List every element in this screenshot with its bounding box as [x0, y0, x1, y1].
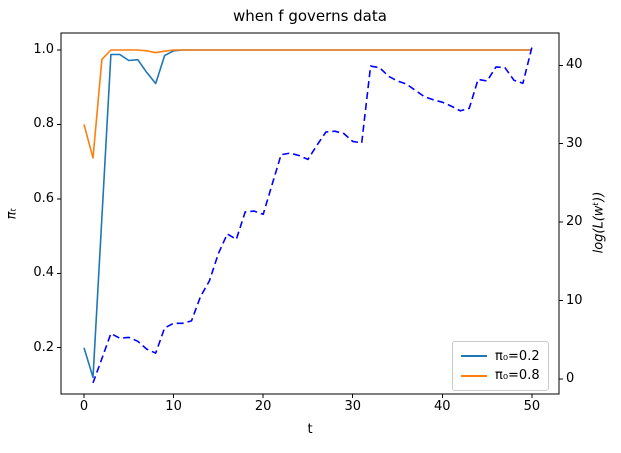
legend-label: π₀=0.8	[495, 368, 540, 384]
y-right-tick-label: 10	[566, 292, 583, 308]
legend-line-orange-icon	[461, 374, 487, 377]
x-tick-label: 20	[254, 399, 272, 414]
y-left-tick-label: 0.4	[33, 265, 54, 281]
legend-label: π₀=0.2	[495, 348, 540, 364]
x-axis-label: t	[307, 422, 313, 437]
axes-frame	[60, 32, 560, 395]
y-right-tick-label: 30	[566, 135, 583, 151]
legend-entry: π₀=0.2	[461, 349, 540, 364]
series-loglik	[92, 47, 533, 384]
x-tick-label: 50	[523, 399, 541, 414]
x-tick-label: 10	[165, 399, 182, 414]
x-tick-label: 40	[434, 399, 451, 414]
y-left-tick-label: 0.6	[33, 190, 54, 206]
legend-line-blue-icon	[461, 355, 487, 358]
y-right-tick-label: 0	[566, 370, 575, 386]
y-left-tick-label: 0.8	[33, 116, 54, 132]
series-pi0-08	[83, 49, 532, 159]
y-right-tick-label: 20	[566, 214, 583, 230]
legend: π₀=0.2 π₀=0.8	[452, 341, 549, 391]
x-tick-label: 0	[79, 399, 89, 414]
y-left-tick-label: 0.2	[33, 339, 54, 355]
legend-entry: π₀=0.8	[461, 368, 540, 383]
x-tick-label: 30	[344, 399, 361, 414]
series-pi0-02	[83, 49, 532, 379]
y-right-tick-label: 40	[566, 57, 583, 73]
chart-title: when f governs data	[233, 7, 387, 25]
y-left-tick-label: 1.0	[33, 42, 54, 58]
y-axis-label-left: πₜ	[4, 207, 20, 220]
